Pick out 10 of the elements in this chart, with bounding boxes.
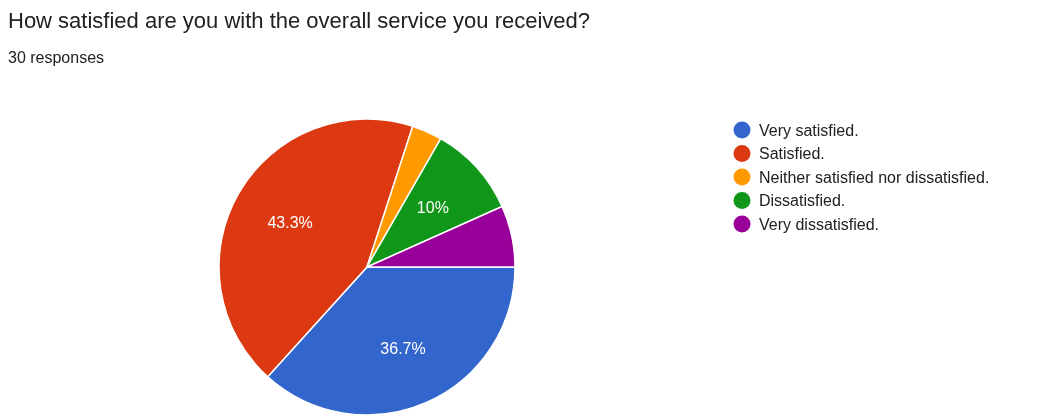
- legend-label: Dissatisfied.: [759, 192, 846, 210]
- data-label: 36.7%: [380, 339, 426, 357]
- legend-label: Satisfied.: [759, 145, 825, 163]
- legend-label: Very dissatisfied.: [759, 215, 880, 233]
- data-label: 10%: [416, 199, 449, 217]
- chart-title: How satisfied are you with the overall service you received?: [8, 8, 591, 33]
- legend-label: Very satisfied.: [759, 121, 859, 139]
- legend-label: Neither satisfied nor dissatisfied.: [759, 168, 990, 186]
- text: 30 responses: [8, 49, 105, 66]
- data-label: 43.3%: [267, 214, 313, 232]
